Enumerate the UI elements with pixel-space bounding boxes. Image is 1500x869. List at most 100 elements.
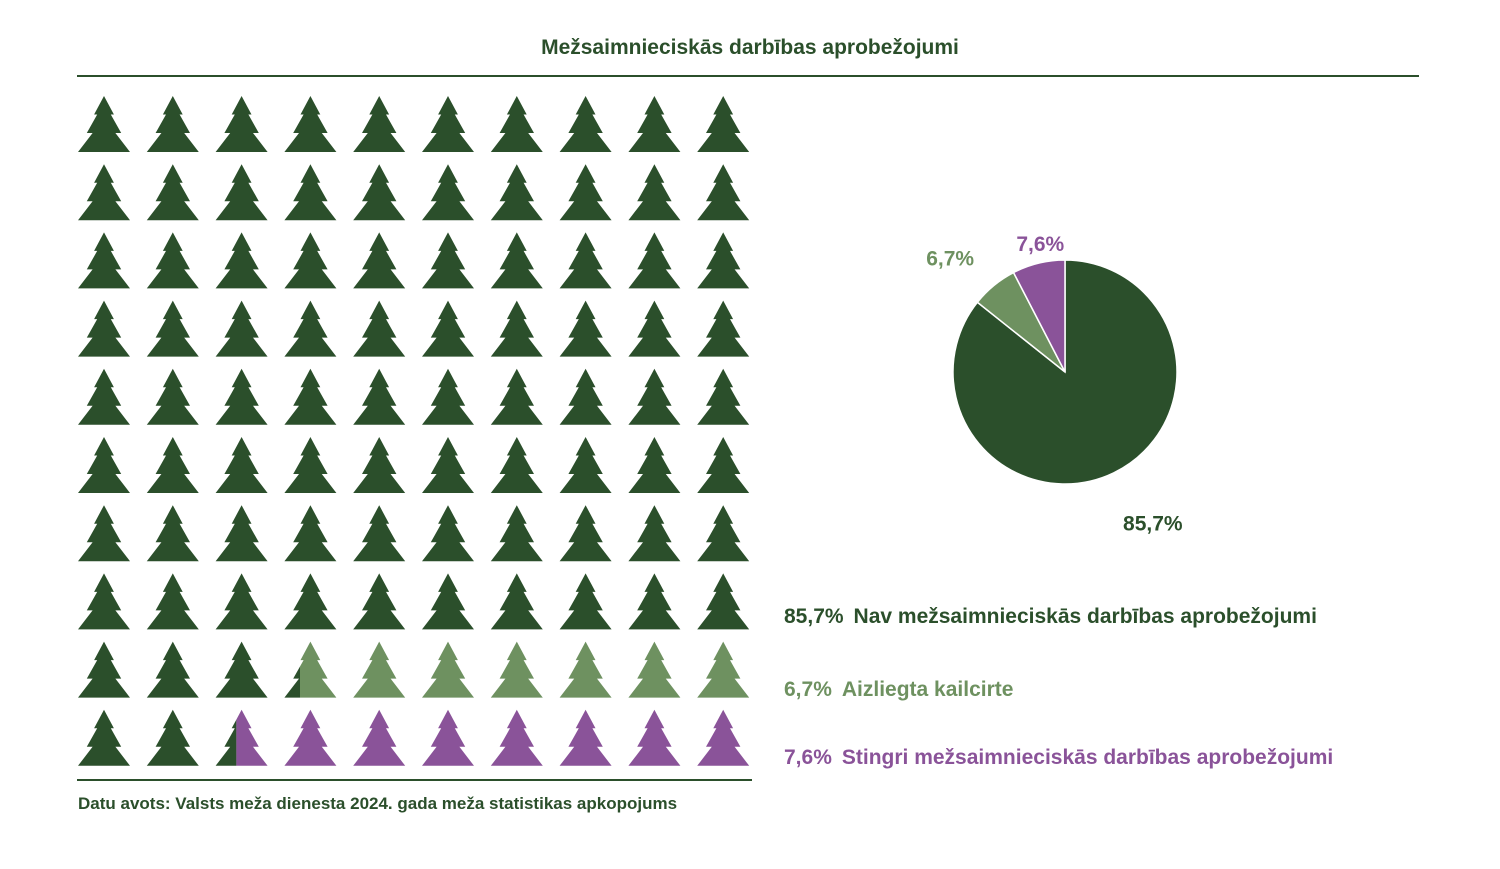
- tree-icon: [628, 164, 681, 221]
- tree-icon: [146, 709, 199, 766]
- tree-icon: [146, 232, 199, 289]
- tree-icon: [78, 709, 130, 766]
- bottom-divider: [77, 779, 752, 781]
- tree-icon: [146, 505, 199, 562]
- top-divider: [77, 75, 1419, 77]
- legend-item-none: 85,7% Nav mežsaimnieciskās darbības aprob…: [784, 605, 1317, 629]
- legend-item-strict: 7,6% Stingri mežsaimnieciskās darbības ap…: [784, 746, 1333, 770]
- data-source-note: Datu avots: Valsts meža dienesta 2024. g…: [78, 794, 678, 813]
- tree-icon: [353, 505, 406, 562]
- tree-icon: [353, 96, 406, 152]
- tree-icon: [559, 573, 612, 630]
- tree-icon: [697, 232, 750, 289]
- tree-icon: [422, 573, 474, 630]
- tree-icon: [146, 437, 199, 493]
- tree-icon: [353, 573, 406, 630]
- tree-icon: [697, 300, 750, 357]
- pie-label-strict: 7,6%: [1016, 233, 1064, 256]
- tree-icon: [490, 641, 543, 698]
- tree-icon: [284, 437, 337, 493]
- tree-icon: [422, 709, 474, 766]
- tree-icon: [490, 573, 543, 630]
- tree-icon: [559, 300, 612, 357]
- pie-label-none: 85,7%: [1123, 513, 1183, 536]
- tree-icon: [697, 505, 750, 562]
- tree-icon: [490, 505, 543, 562]
- tree-icon: [78, 641, 130, 698]
- tree-icon: [146, 573, 199, 630]
- tree-icon: [628, 437, 681, 493]
- tree-icon: [353, 437, 406, 493]
- tree-icon: [628, 368, 681, 425]
- tree-icon: [697, 96, 750, 152]
- tree-icon: [353, 641, 406, 698]
- tree-icon: [353, 368, 406, 425]
- legend-value: 6,7%: [784, 678, 832, 701]
- tree-icon: [697, 573, 750, 630]
- tree-icon: [697, 164, 750, 221]
- tree-icon: [78, 368, 130, 425]
- tree-icon: [146, 641, 199, 698]
- tree-icon: [490, 300, 543, 357]
- tree-icon: [78, 573, 130, 630]
- tree-icon: [422, 232, 474, 289]
- tree-icon: [422, 641, 474, 698]
- tree-icon: [628, 96, 681, 152]
- tree-icon: [628, 232, 681, 289]
- tree-icon: [697, 641, 750, 698]
- tree-icon: [422, 505, 474, 562]
- tree-icon: [284, 96, 337, 152]
- tree-icon: [422, 368, 474, 425]
- tree-icon: [559, 368, 612, 425]
- tree-icon: [490, 96, 543, 152]
- tree-icon: [697, 368, 750, 425]
- tree-icon: [215, 641, 268, 698]
- tree-pictogram-grid: [78, 96, 750, 766]
- tree-icon: [146, 164, 199, 221]
- tree-icon: [559, 96, 612, 152]
- tree-icon: [628, 709, 681, 766]
- tree-icon: [490, 368, 543, 425]
- tree-icon: [353, 300, 406, 357]
- tree-icon: [78, 232, 130, 289]
- tree-icon: [284, 164, 337, 221]
- tree-icon: [697, 437, 750, 493]
- tree-icon: [78, 300, 130, 357]
- tree-icon: [215, 437, 268, 493]
- tree-icon: [628, 300, 681, 357]
- tree-icon: [490, 232, 543, 289]
- tree-icon: [697, 709, 750, 766]
- tree-icon: [559, 641, 612, 698]
- tree-icon: [78, 96, 130, 152]
- tree-icon: [215, 300, 268, 357]
- tree-icon: [284, 232, 337, 289]
- tree-icon: [284, 709, 337, 766]
- tree-icon: [490, 709, 543, 766]
- tree-icon: [353, 709, 406, 766]
- tree-icon: [146, 368, 199, 425]
- legend-label: Nav mežsaimnieciskās darbības aprobežoju…: [853, 605, 1317, 628]
- tree-icon: [628, 505, 681, 562]
- tree-icon: [628, 573, 681, 630]
- legend-label: Stingri mežsaimnieciskās darbības aprobe…: [841, 746, 1334, 769]
- chart-title: Mežsaimnieciskās darbības aprobežojumi: [541, 36, 959, 59]
- tree-icon: [146, 96, 199, 152]
- tree-icon: [490, 164, 543, 221]
- tree-icon: [559, 437, 612, 493]
- tree-icon: [284, 505, 337, 562]
- tree-icon: [422, 96, 474, 152]
- tree-icon: [284, 641, 337, 698]
- tree-icon: [559, 164, 612, 221]
- tree-icon: [284, 300, 337, 357]
- tree-icon: [353, 232, 406, 289]
- tree-icon: [215, 368, 268, 425]
- tree-icon: [215, 232, 268, 289]
- tree-icon: [559, 232, 612, 289]
- tree-icon: [490, 437, 543, 493]
- tree-icon: [422, 437, 474, 493]
- tree-icon: [78, 164, 130, 221]
- pie-slice-strict: [1012, 259, 1066, 373]
- legend-item-clearcut: 6,7% Aizliegta kailcirte: [784, 678, 1013, 702]
- tree-icon: [146, 300, 199, 357]
